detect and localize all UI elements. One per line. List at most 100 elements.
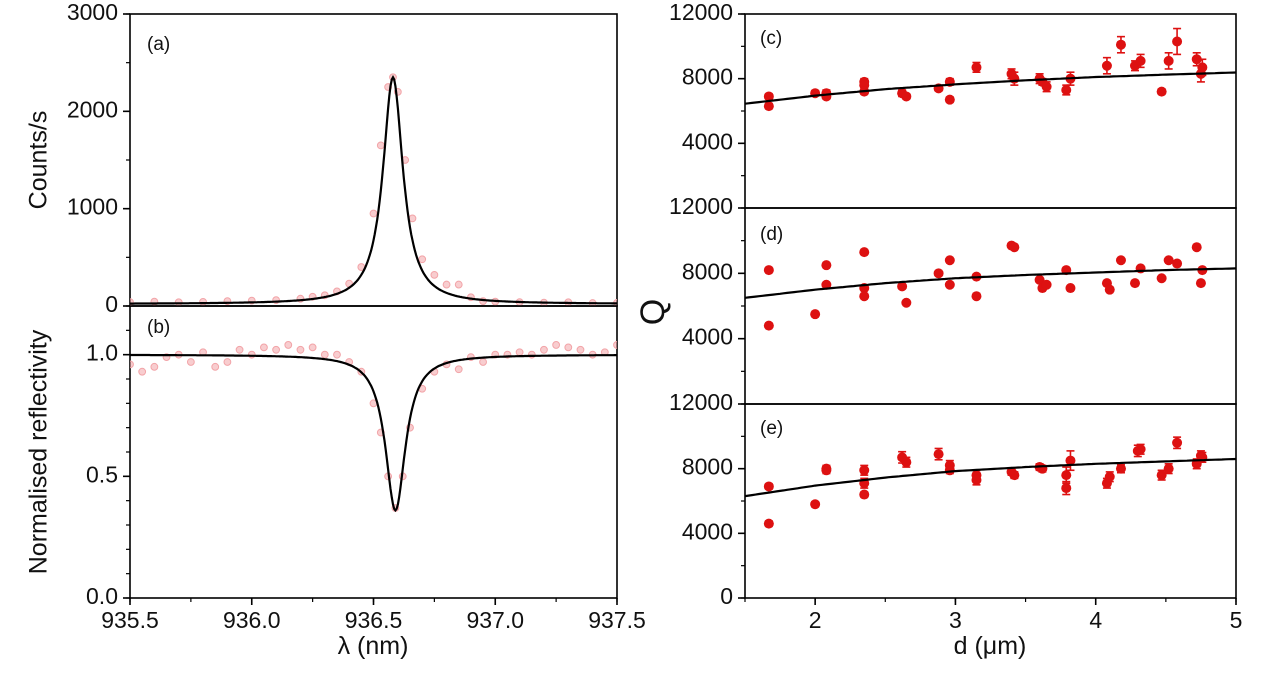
data-point-d (1156, 273, 1167, 284)
data-point-b (454, 365, 463, 374)
fit-curve-a (130, 75, 617, 305)
y-tick-label-c: 8000 (682, 64, 733, 90)
data-point-e (1065, 455, 1076, 466)
data-point-c (1163, 55, 1174, 66)
data-point-e (1104, 471, 1115, 482)
fit-curve-b (130, 353, 617, 513)
data-point-b (138, 367, 147, 376)
panel-label-d: (d) (760, 224, 783, 245)
data-point-e (1135, 444, 1146, 455)
data-point-e (859, 465, 870, 476)
data-point-a (199, 298, 207, 306)
data-point-e (901, 457, 912, 468)
y-tick-label-c: 12000 (669, 0, 733, 25)
data-layer-a (130, 73, 617, 306)
data-point-c (901, 91, 912, 102)
data-point-d (1163, 255, 1174, 266)
x-tick-label-e: 5 (1230, 607, 1243, 633)
data-point-b (320, 350, 329, 359)
x-axis-label-b: λ (nm) (338, 632, 409, 660)
data-point-b (564, 343, 573, 352)
data-point-e (971, 474, 982, 485)
data-point-d (1104, 284, 1115, 295)
data-point-e (933, 449, 944, 460)
x-tick-label-b: 935.5 (101, 607, 159, 633)
x-tick-label-e: 4 (1089, 607, 1102, 633)
data-point-b (235, 345, 244, 354)
data-point-e (1115, 463, 1126, 474)
data-point-d (1065, 283, 1076, 294)
data-point-d (1129, 278, 1140, 289)
data-point-b (211, 362, 220, 371)
data-point-b (515, 348, 524, 357)
data-point-c (763, 101, 774, 112)
data-point-b (308, 343, 317, 352)
data-point-d (1115, 255, 1126, 266)
x-tick-label-b: 937.5 (588, 607, 646, 633)
data-point-d (763, 320, 774, 331)
data-point-b (613, 341, 617, 349)
fit-curve-e (745, 457, 1236, 498)
plot-frame-d (744, 207, 1237, 405)
data-point-d (821, 260, 832, 271)
data-point-a (369, 209, 378, 218)
data-point-d (1191, 242, 1202, 253)
data-point-d (933, 268, 944, 279)
x-tick-label-b: 936.0 (223, 607, 281, 633)
data-point-d (1034, 274, 1045, 285)
data-point-b (333, 350, 341, 359)
data-point-b (223, 358, 232, 366)
data-point-a (430, 270, 439, 279)
data-point-d (944, 279, 955, 290)
y-tick-label-e: 12000 (669, 389, 733, 415)
x-tick-label-e: 3 (949, 607, 962, 633)
data-point-a (454, 280, 463, 289)
data-point-b (479, 358, 487, 366)
data-point-b (272, 345, 281, 354)
data-point-d (897, 281, 908, 292)
data-point-c (1135, 55, 1146, 66)
data-point-c (763, 91, 774, 102)
data-point-b (150, 362, 159, 371)
y-tick-label-b: 1.0 (86, 340, 118, 366)
y-tick-label-b: 0.0 (86, 583, 118, 609)
data-point-e (763, 518, 774, 529)
fit-curve-c (745, 71, 1236, 105)
plot-frame-a (129, 13, 618, 307)
y-tick-label-a: 1000 (67, 194, 118, 220)
y-tick-label-e: 8000 (682, 454, 733, 480)
data-point-e (1156, 470, 1167, 481)
panel-b: 0.0 0.5 1.0 935.5 936.0 936.5 937.0 937.5 (b) Nor… (25, 305, 646, 660)
data-point-b (576, 345, 585, 354)
data-point-d (944, 255, 955, 266)
data-point-c (1115, 39, 1126, 50)
y-tick-label-e: 4000 (682, 518, 733, 544)
panel-e: 0 4000 8000 12000 2 3 4 5 (e) d (μm) (669, 389, 1242, 660)
y-tick-label-a: 3000 (67, 0, 118, 25)
data-point-c (1041, 81, 1052, 92)
panel-label-e: (e) (760, 418, 783, 439)
data-point-e (1061, 470, 1072, 481)
y-tick-label-b: 0.5 (86, 461, 118, 487)
data-point-d (1195, 278, 1206, 289)
data-point-e (810, 499, 821, 510)
data-layer-c (763, 27, 1208, 112)
data-point-b (552, 341, 561, 349)
fit-curve-d (745, 267, 1236, 299)
x-axis-label-e: d (μm) (954, 632, 1027, 660)
y-tick-label-d: 8000 (682, 258, 733, 284)
panel-a: 0 1000 2000 3000 (a) Counts/s (25, 0, 618, 317)
data-point-a (442, 280, 451, 289)
y-tick-label-d: 4000 (682, 324, 733, 350)
data-point-b (527, 350, 536, 359)
data-point-b (260, 343, 268, 352)
data-point-e (1009, 470, 1020, 481)
data-point-c (1191, 54, 1202, 65)
data-point-d (1041, 279, 1052, 290)
data-point-c (944, 94, 955, 105)
data-point-c (1061, 84, 1072, 95)
x-tick-label-b: 937.0 (466, 607, 524, 633)
data-point-d (901, 297, 912, 308)
data-point-e (1172, 437, 1183, 448)
